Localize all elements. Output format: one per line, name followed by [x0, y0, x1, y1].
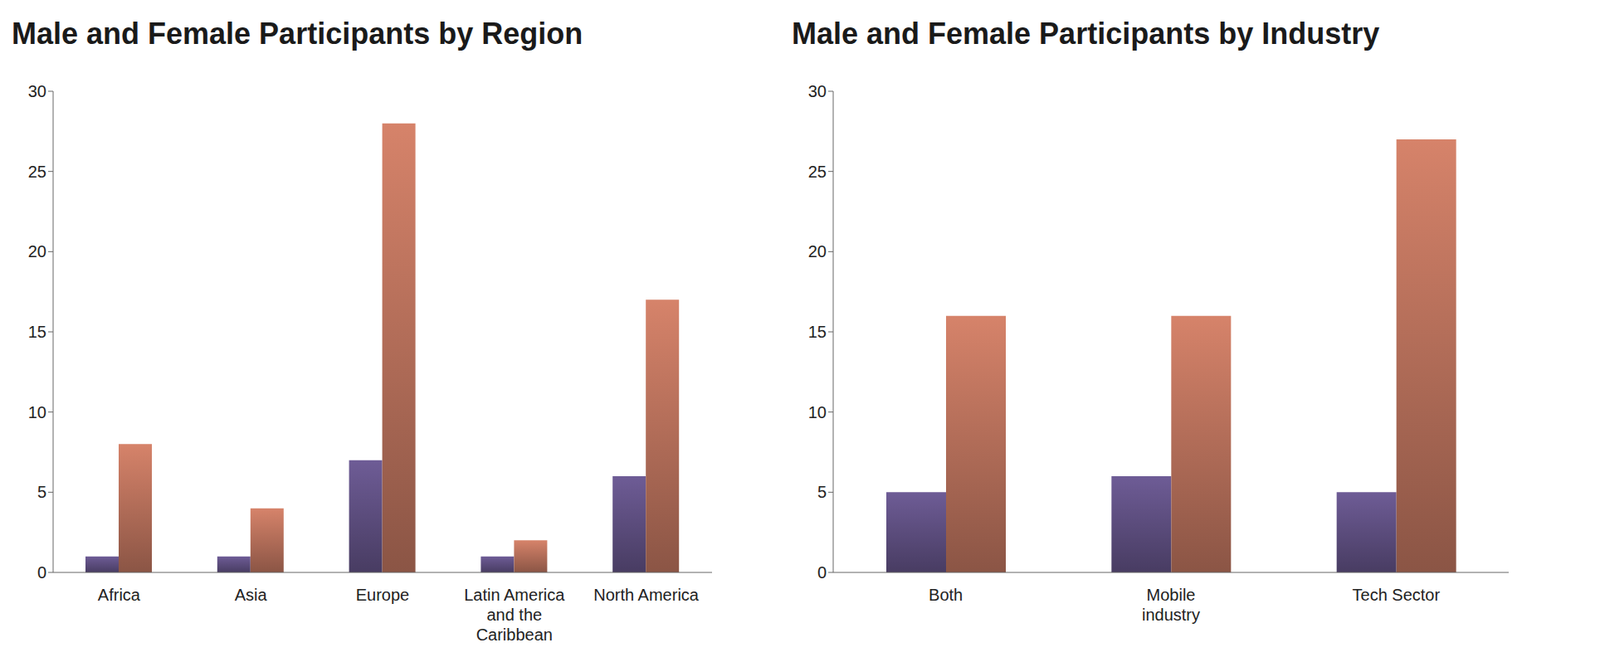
svg-text:5: 5 [817, 482, 827, 502]
svg-text:0: 0 [817, 563, 827, 582]
svg-text:Europe: Europe [356, 585, 410, 605]
svg-text:Latin Americaand theCaribbean: Latin Americaand theCaribbean [463, 585, 566, 644]
svg-text:0: 0 [37, 563, 47, 582]
svg-text:Both: Both [928, 585, 963, 605]
svg-text:Mobileindustry: Mobileindustry [1141, 585, 1200, 625]
svg-text:15: 15 [28, 322, 47, 342]
svg-text:Africa: Africa [97, 585, 142, 605]
svg-text:20: 20 [28, 242, 47, 261]
svg-text:10: 10 [28, 403, 47, 422]
svg-text:Tech Sector: Tech Sector [1352, 585, 1441, 605]
html-text:Male and Female Participants b: Male and Female Participants by Industry [791, 16, 1380, 51]
svg-text:Asia: Asia [234, 585, 269, 605]
svg-text:20: 20 [808, 242, 827, 261]
svg-text:15: 15 [808, 322, 827, 342]
svg-text:25: 25 [808, 162, 827, 181]
html-text:Male and Female Participants b: Male and Female Participants by Region [11, 16, 583, 51]
svg-text:30: 30 [28, 82, 47, 101]
svg-text:10: 10 [808, 403, 827, 422]
svg-text:North America: North America [593, 585, 700, 605]
svg-text:30: 30 [808, 82, 827, 101]
svg-text:5: 5 [37, 482, 47, 502]
svg-text:25: 25 [28, 162, 47, 181]
